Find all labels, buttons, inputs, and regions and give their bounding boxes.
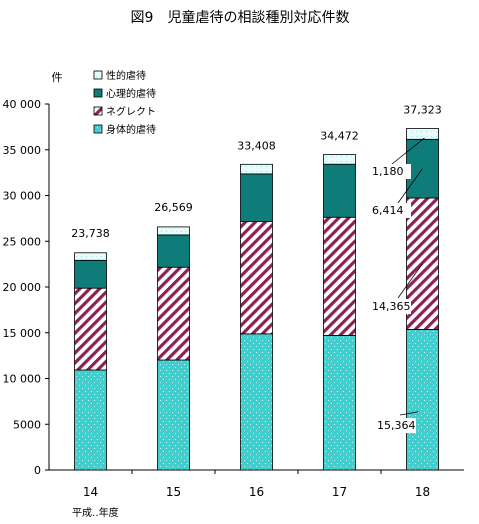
- legend-swatch: [93, 88, 103, 98]
- legend-label: 身体的虐待: [106, 123, 156, 136]
- y-tick-label: 35 000: [3, 144, 42, 157]
- total-label: 34,472: [320, 130, 359, 143]
- bar-segment: [157, 234, 190, 268]
- total-label: 37,323: [403, 103, 442, 116]
- annotation-bg: [374, 418, 416, 433]
- legend-swatch: [93, 70, 103, 80]
- bar-segment: [157, 266, 190, 361]
- bar-segment: [157, 359, 190, 471]
- y-tick-label: 10 000: [3, 373, 42, 386]
- annotation-bg: [369, 164, 411, 179]
- bar-segment: [240, 221, 273, 335]
- annotation-leader: [391, 137, 425, 165]
- bar-segment: [323, 163, 356, 218]
- total-label: 23,738: [71, 227, 110, 240]
- annotation-label: 15,364: [377, 419, 416, 432]
- annotation-leader: [397, 263, 423, 299]
- plot-area: 0 5000 10 000 15 000 20 000 25 000 30 000 35 00…: [3, 98, 464, 499]
- bar-segment: [406, 329, 439, 471]
- bar-segment: [323, 216, 356, 336]
- x-tick-label: 16: [249, 485, 264, 499]
- y-tick-label: 25 000: [3, 235, 42, 248]
- bar-segment: [157, 226, 190, 236]
- y-axis-unit: 件: [52, 71, 63, 84]
- annotation-leader: [397, 168, 423, 204]
- bar-segment: [406, 128, 439, 140]
- y-tick-label: 40 000: [3, 98, 42, 111]
- annotation-bg: [369, 299, 411, 314]
- annotation-leader: [399, 411, 419, 416]
- legend-label: ネグレクト: [106, 105, 156, 118]
- x-tick-label: 17: [332, 485, 347, 499]
- bar-segment: [240, 333, 273, 471]
- x-tick-label: 18: [415, 485, 430, 499]
- annotation-label: 6,414: [372, 204, 404, 217]
- x-tick-label: 14: [83, 485, 98, 499]
- y-tick-label: 20 000: [3, 281, 42, 294]
- y-tick-label: 15 000: [3, 327, 42, 340]
- legend-swatch: [93, 106, 103, 116]
- bar-segment: [74, 287, 107, 371]
- y-tick-label: 5000: [13, 418, 41, 431]
- y-tick-label: 0: [34, 464, 41, 477]
- annotation-bg: [369, 203, 411, 218]
- bar-segment: [74, 259, 107, 289]
- chart-title: 図9 児童虐待の相談種別対応件数: [131, 9, 350, 26]
- x-axis-title: 平成‥年度: [72, 506, 119, 519]
- bar-segment: [323, 334, 356, 471]
- bar-segment: [240, 163, 273, 175]
- total-label: 26,569: [154, 201, 193, 214]
- total-label: 33,408: [237, 139, 276, 152]
- legend-swatch: [93, 124, 103, 134]
- bar-segment: [74, 252, 107, 261]
- bar-segment: [323, 154, 356, 165]
- annotation-label: 14,365: [372, 300, 411, 313]
- annotation-label: 1,180: [372, 165, 404, 178]
- x-tick-label: 15: [166, 485, 181, 499]
- bar-segment: [74, 369, 107, 471]
- legend-label: 性的虐待: [106, 69, 146, 82]
- bar-segment: [240, 173, 273, 223]
- legend-label: 心理的虐待: [106, 87, 156, 100]
- y-tick-label: 30 000: [3, 190, 42, 203]
